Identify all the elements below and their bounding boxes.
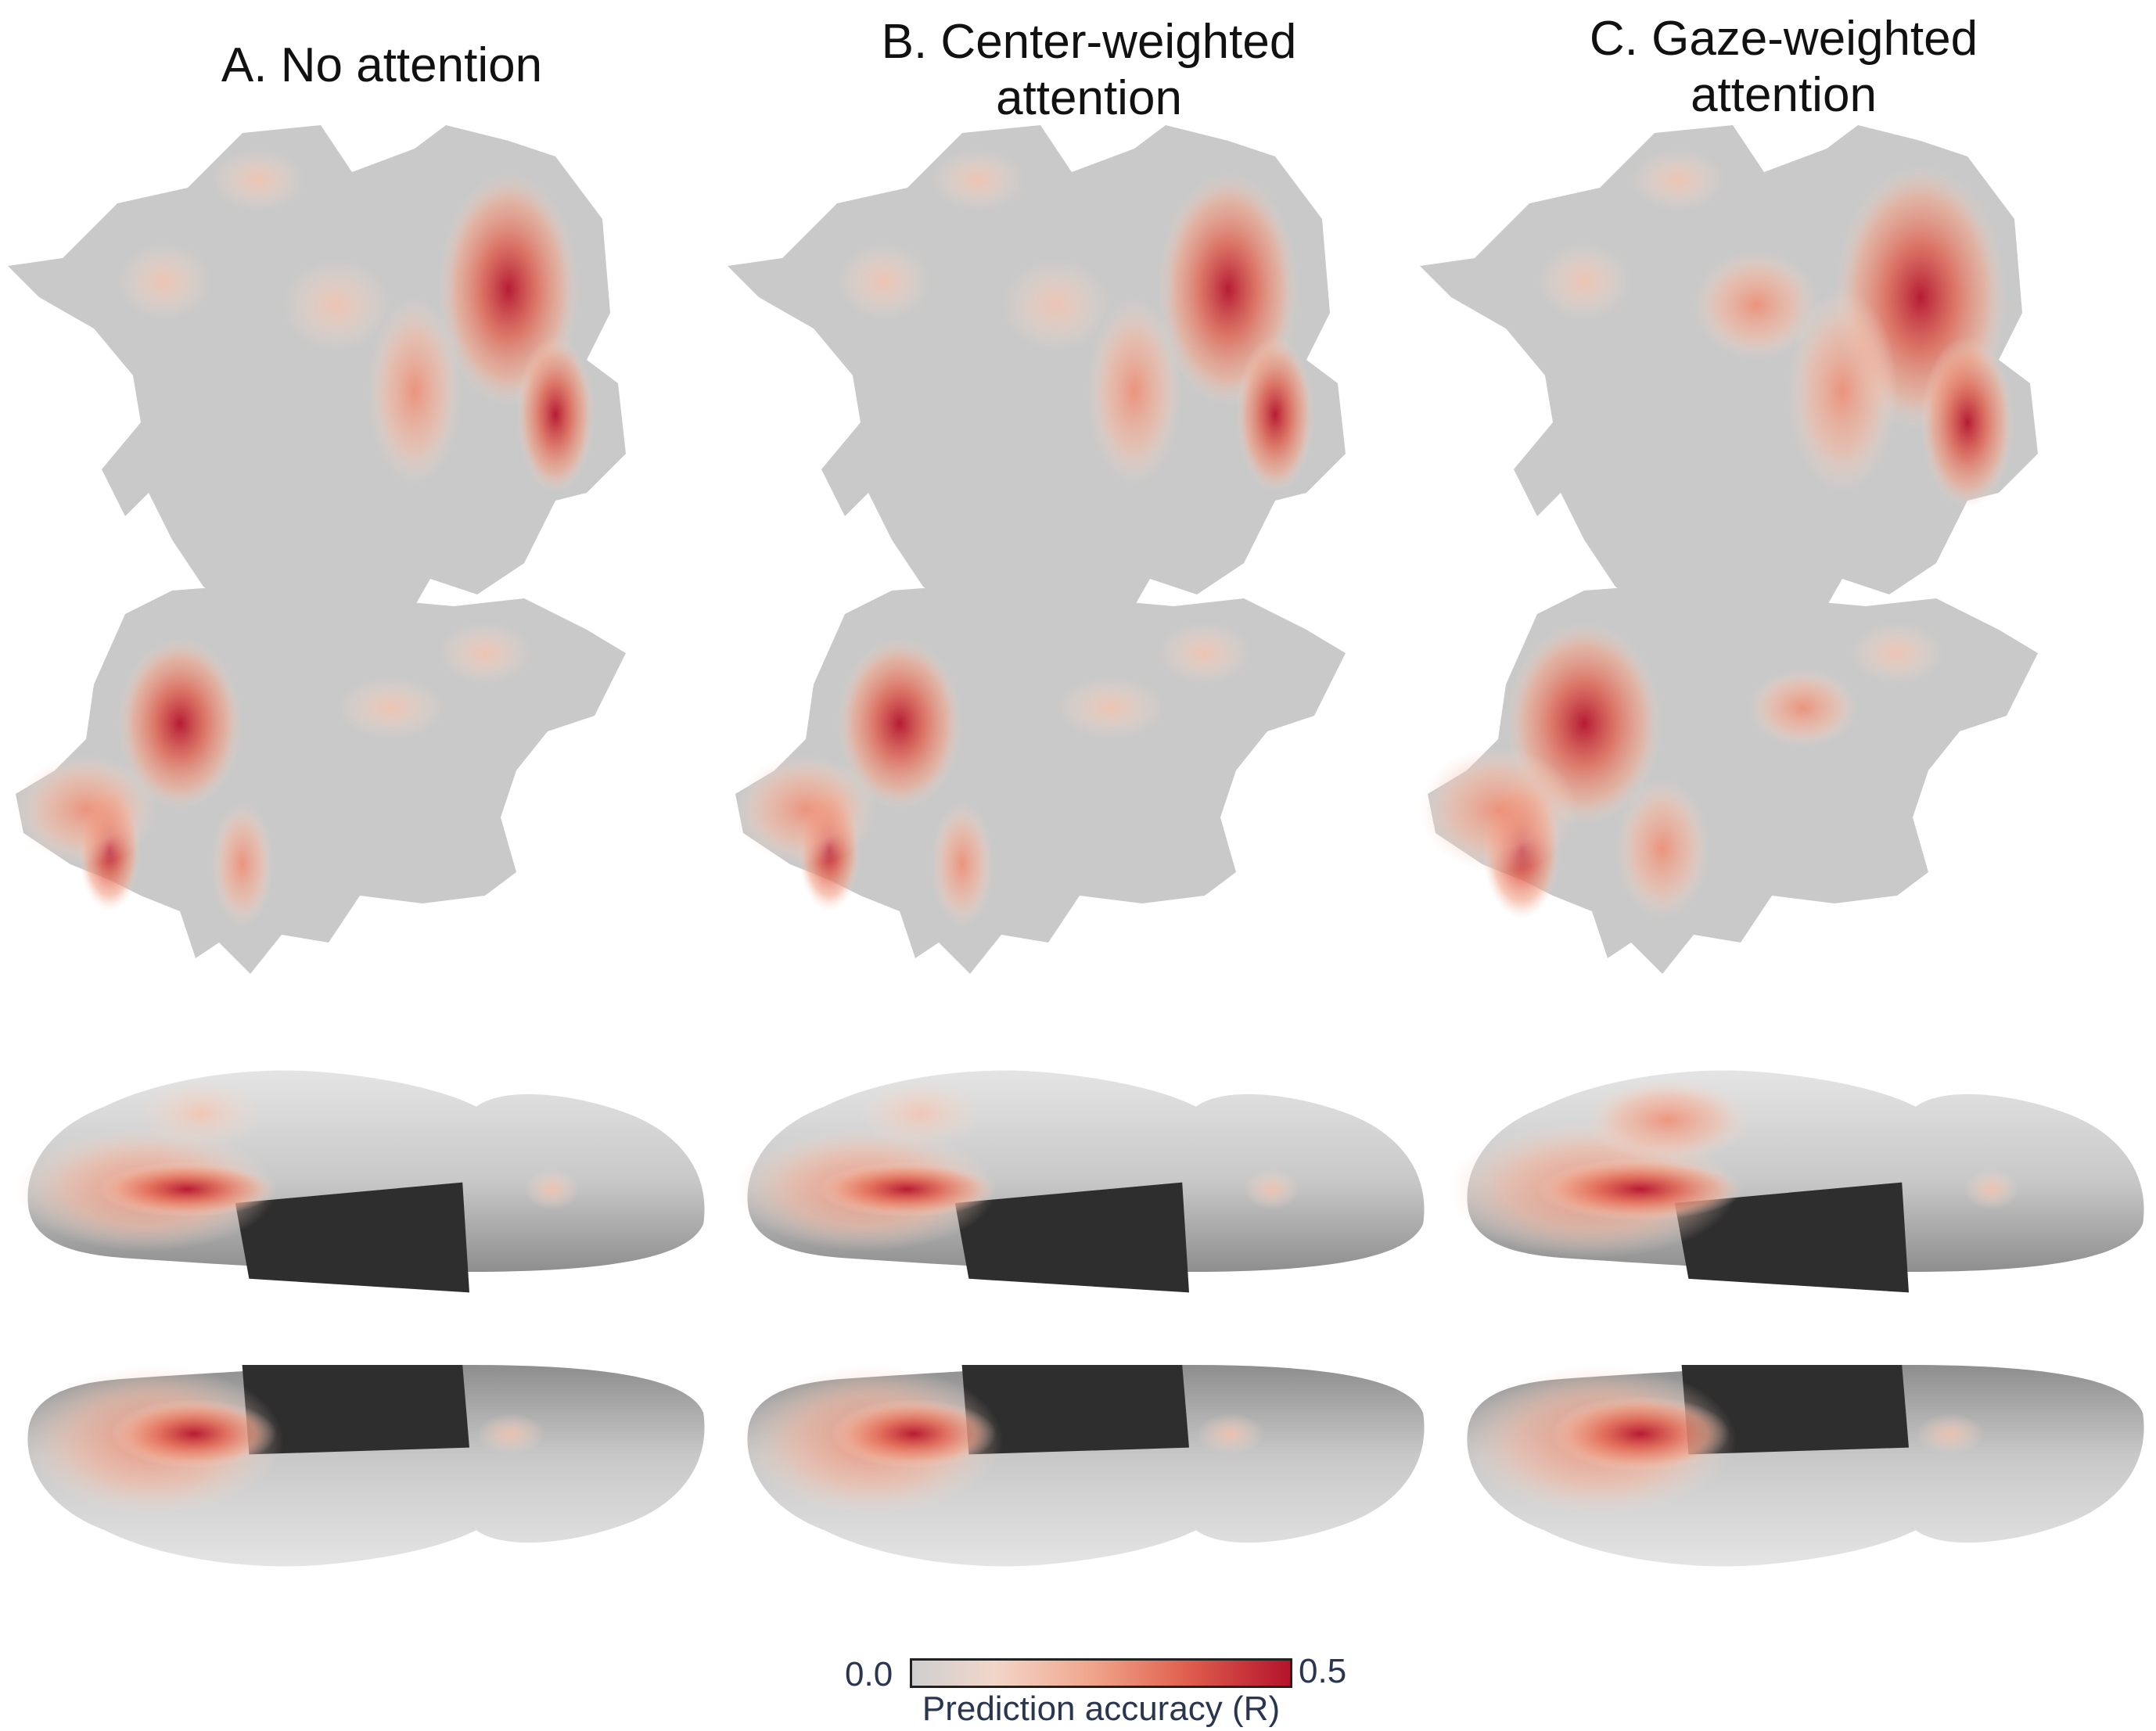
panel-b-inflated-medial — [742, 1365, 1425, 1567]
panel-c-flatmap-bottom — [1420, 583, 2038, 974]
panel-a-flatmap-bottom — [16, 583, 626, 974]
colorbar-max-label: 0.5 — [1299, 1652, 1347, 1690]
panel-a-inflated-lateral — [15, 1070, 705, 1293]
panel-c-inflated-lateral — [1447, 1070, 2144, 1293]
panel-b-title-line1: B. Center-weighted — [881, 15, 1297, 69]
panel-c-title-line2: attention — [1691, 68, 1877, 122]
colorbar-min-label: 0.0 — [845, 1655, 893, 1693]
panel-a-title-line1: A. No attention — [221, 38, 543, 92]
panel-b-inflated-lateral — [735, 1070, 1425, 1293]
panel-b-title-line2: attention — [996, 71, 1182, 125]
panel-c-inflated-medial — [1461, 1365, 2144, 1567]
panel-a-flatmap-top — [8, 125, 626, 634]
panel-c-title: C. Gaze-weighted attention — [1486, 11, 2081, 124]
panel-b-flatmap-bottom — [735, 583, 1346, 974]
panel-c-flatmap-top — [1420, 125, 2038, 634]
colorbar-label: Prediction accuracy (R) — [922, 1690, 1281, 1728]
panel-a-title: A. No attention — [84, 38, 679, 94]
panel-b-flatmap-top — [728, 125, 1346, 634]
colorbar — [910, 1658, 1292, 1688]
panel-c-title-line1: C. Gaze-weighted — [1589, 12, 1978, 66]
panel-b-title: B. Center-weighted attention — [792, 14, 1386, 127]
panel-a-inflated-medial — [22, 1365, 705, 1567]
